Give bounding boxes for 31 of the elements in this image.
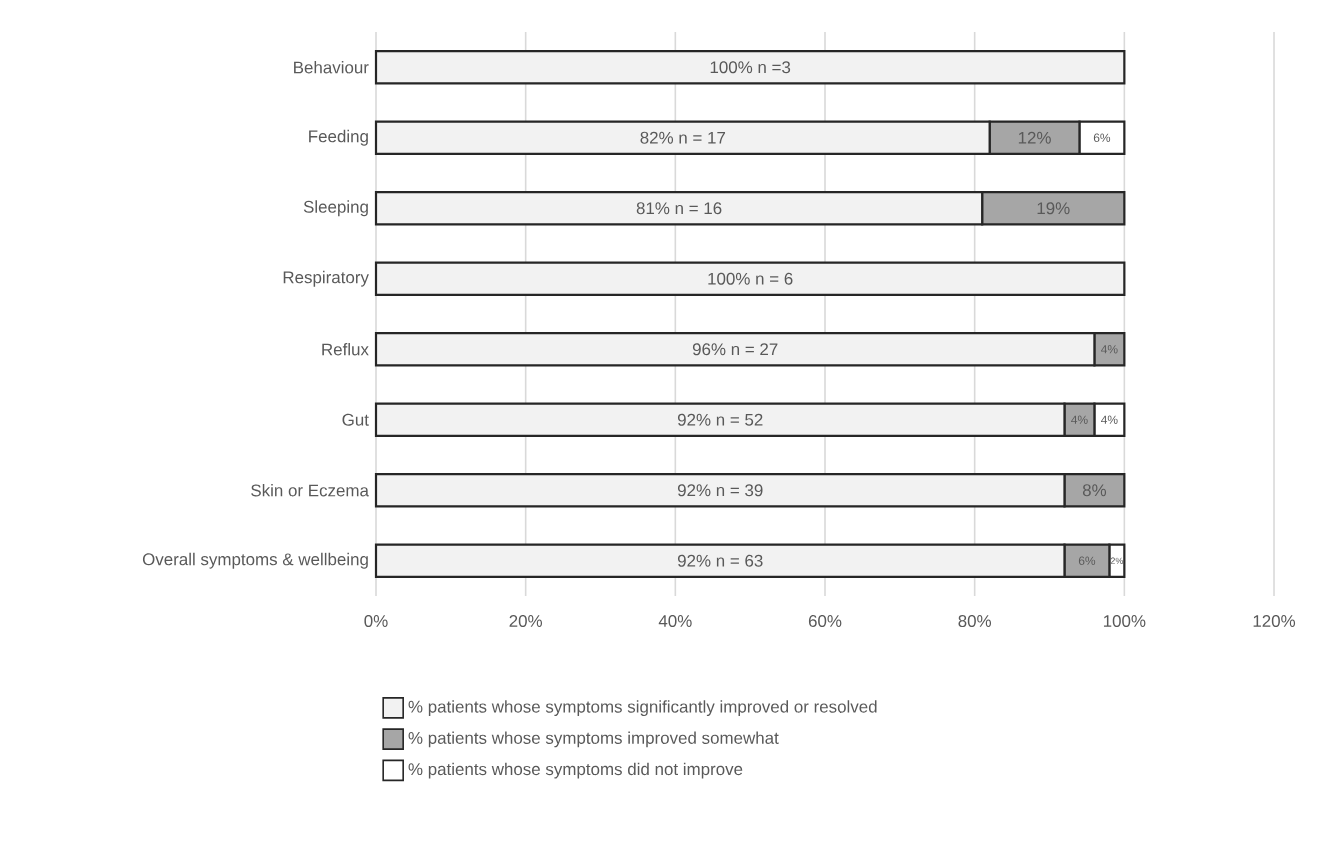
bar (374, 49, 1126, 85)
data-label: 81% n = 16 (636, 202, 722, 215)
data-label: 100% n = 6 (708, 272, 793, 285)
x-tick-label: 60% (808, 615, 842, 628)
y-tick-label: Skin or Eczema (251, 484, 369, 497)
y-tick-label: Behaviour (294, 61, 369, 74)
x-tick-label: 100% (1103, 615, 1146, 628)
legend-label: % patients whose symptoms improved somewhat (408, 731, 779, 748)
data-label: 82% n = 17 (640, 131, 726, 144)
x-tick-label: 80% (958, 615, 992, 628)
legend-label: % patients whose symptoms did not improve (408, 762, 743, 779)
data-label: 92% n = 39 (677, 484, 763, 497)
y-tick-label: Respiratory (283, 270, 369, 287)
data-label: 100% n =3 (710, 61, 791, 74)
x-tick-label: 120% (1253, 615, 1296, 628)
data-label: 92% n = 52 (677, 413, 763, 426)
data-label: 12% (1018, 131, 1051, 144)
data-label: 96% n = 27 (692, 343, 778, 356)
y-tick-label: Gut (342, 413, 369, 426)
data-label: 19% (1037, 202, 1070, 215)
y-tick-label: Reflux (322, 343, 369, 356)
x-tick-label: 20% (509, 615, 543, 628)
y-tick-label: Feeding (309, 129, 368, 146)
legend-label: % patients whose symptoms significantly improved or resolved (408, 700, 877, 717)
y-tick-label: Overall symptoms & wellbeing (142, 552, 368, 569)
bar (374, 261, 1126, 297)
data-label: 8% (1082, 484, 1107, 497)
y-tick-label: Sleeping (303, 200, 368, 217)
data-label: 92% n = 63 (677, 554, 763, 567)
x-tick-label: 40% (658, 615, 692, 628)
x-tick-label: 0% (364, 615, 388, 628)
